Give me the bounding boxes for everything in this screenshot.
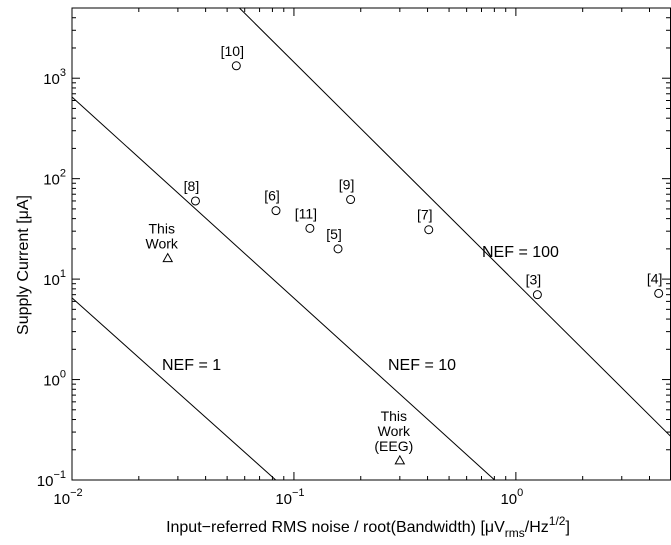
reference-label: [10] [221, 43, 244, 59]
y-tick-label: 100 [43, 369, 66, 390]
this-work-point [162, 252, 174, 263]
reference-point [190, 196, 200, 206]
this-work-label: This Work [146, 221, 179, 252]
reference-point [231, 61, 241, 71]
this-work-label: This Work (EEG) [374, 408, 413, 454]
reference-point [654, 288, 664, 298]
x-tick-label: 10−2 [53, 487, 82, 508]
nef-line [71, 297, 277, 481]
reference-label: [5] [326, 226, 342, 242]
nef-label: NEF = 10 [388, 357, 456, 374]
reference-point [333, 244, 343, 254]
this-work-point [394, 454, 406, 465]
reference-point [532, 290, 542, 300]
y-tick-label: 101 [43, 268, 66, 289]
x-tick-label: 100 [500, 487, 523, 508]
reference-label: [6] [264, 188, 280, 204]
nef-line [71, 96, 495, 481]
reference-point [271, 206, 281, 216]
reference-point [346, 195, 356, 205]
reference-point [424, 225, 434, 235]
y-tick-label: 102 [43, 168, 66, 189]
y-tick-label: 10−1 [37, 469, 66, 490]
nef-line [239, 7, 671, 438]
reference-label: [3] [526, 272, 542, 288]
reference-label: [9] [339, 177, 355, 193]
x-tick-label: 10−1 [275, 487, 304, 508]
y-axis-label: Supply Current [μA] [15, 195, 32, 335]
reference-label: [7] [417, 207, 433, 223]
reference-label: [11] [295, 205, 317, 221]
reference-label: [4] [647, 270, 663, 286]
reference-point [305, 223, 315, 233]
reference-label: [8] [184, 178, 200, 194]
y-tick-label: 103 [43, 67, 66, 88]
nef-label: NEF = 1 [162, 357, 221, 374]
x-axis-label: Input−referred RMS noise / root(Bandwidt… [166, 514, 570, 540]
nef-label: NEF = 100 [482, 244, 559, 261]
